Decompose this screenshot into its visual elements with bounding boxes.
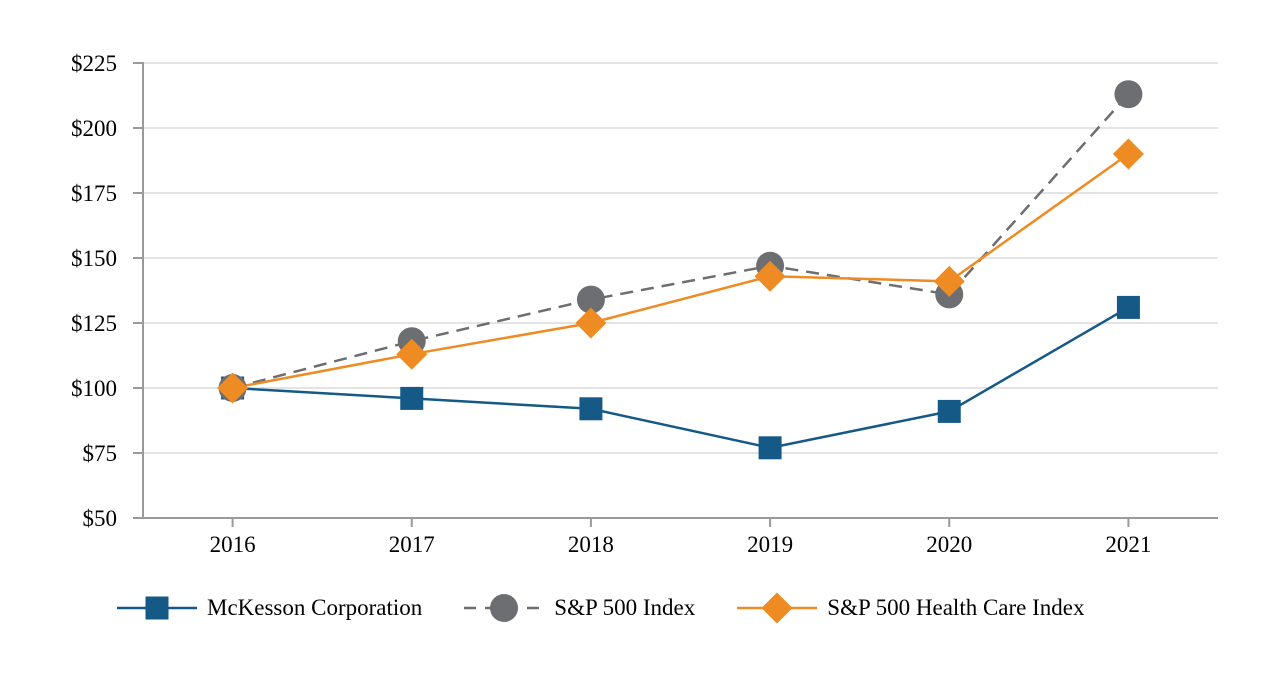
legend-item-sp500-healthcare: S&P 500 Health Care Index <box>737 592 1085 624</box>
legend-item-sp500: S&P 500 Index <box>464 592 695 624</box>
chart-legend: McKesson Corporation S&P 500 Index S&P 5… <box>117 592 1085 624</box>
svg-text:$50: $50 <box>83 506 118 531</box>
svg-text:$200: $200 <box>71 116 117 141</box>
svg-text:$75: $75 <box>83 441 118 466</box>
legend-item-mckesson: McKesson Corporation <box>117 592 422 624</box>
svg-text:$125: $125 <box>71 311 117 336</box>
svg-text:$225: $225 <box>71 51 117 76</box>
svg-text:2016: 2016 <box>210 532 256 557</box>
legend-label-mckesson: McKesson Corporation <box>207 595 423 620</box>
legend-label-sp500: S&P 500 Index <box>554 595 696 620</box>
svg-text:2021: 2021 <box>1105 532 1151 557</box>
svg-text:$175: $175 <box>71 181 117 206</box>
circle-marker-icon <box>464 594 545 622</box>
legend-label-sp500-healthcare: S&P 500 Health Care Index <box>827 595 1085 620</box>
svg-text:2018: 2018 <box>568 532 614 557</box>
svg-text:2017: 2017 <box>389 532 435 557</box>
svg-text:2020: 2020 <box>926 532 972 557</box>
diamond-marker-icon <box>737 592 818 624</box>
square-marker-icon <box>117 596 197 620</box>
svg-text:$100: $100 <box>71 376 117 401</box>
svg-text:2019: 2019 <box>747 532 793 557</box>
svg-text:$150: $150 <box>71 246 117 271</box>
performance-chart: $50 $75 $100 $125 $150 $175 $200 $225 2016 2017 20… <box>71 51 1218 557</box>
